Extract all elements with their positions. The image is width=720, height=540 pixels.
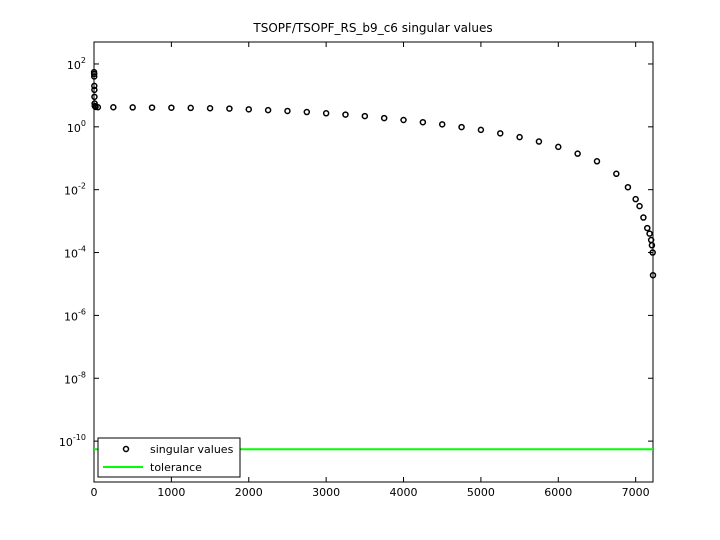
y-tick-label: 100: [67, 119, 86, 135]
data-point: [91, 100, 98, 107]
x-tick-label: 1000: [157, 486, 185, 499]
y-tick-label: 10-8: [64, 370, 86, 386]
data-point: [632, 195, 639, 203]
x-tick-label: 7000: [622, 486, 650, 499]
x-tick-label: 0: [91, 486, 98, 499]
y-tick-label: 102: [67, 56, 86, 72]
data-point: [90, 73, 98, 80]
x-tick-label: 4000: [390, 486, 418, 499]
data-point: [110, 103, 117, 111]
plot-area: [93, 41, 654, 483]
data-point: [477, 126, 485, 134]
data-point: [206, 104, 214, 112]
data-point: [649, 249, 656, 256]
legend-marker: [122, 445, 130, 453]
data-point: [91, 82, 98, 90]
x-tick-label: 2000: [235, 486, 263, 499]
x-tick-label: 6000: [544, 486, 572, 499]
data-point: [361, 112, 369, 120]
y-tick-label: 10-4: [64, 245, 86, 261]
data-point: [646, 230, 653, 237]
data-point: [91, 93, 98, 101]
legend-label: tolerance: [150, 461, 202, 474]
chart-title: TSOPF/TSOPF_RS_b9_c6 singular values: [252, 21, 492, 35]
data-point: [516, 133, 523, 141]
data-point: [574, 150, 581, 157]
data-point: [458, 123, 465, 131]
data-point: [303, 108, 311, 116]
y-tick-label: 10-10: [59, 433, 86, 449]
data-point: [640, 214, 647, 221]
data-point: [636, 202, 643, 210]
data-point: [94, 103, 102, 111]
data-point: [226, 105, 233, 112]
data-point: [342, 111, 349, 118]
data-point: [497, 130, 504, 137]
data-point: [129, 104, 136, 111]
data-point: [90, 70, 98, 78]
legend-box: [97, 437, 241, 478]
x-tick-label: 5000: [467, 486, 495, 499]
data-point: [624, 183, 632, 191]
y-tick-label: 10-2: [64, 182, 86, 198]
data-point: [613, 170, 620, 178]
data-point: [91, 86, 98, 94]
data-point: [535, 138, 543, 145]
x-tick-label: 3000: [312, 486, 340, 499]
data-point: [648, 242, 656, 249]
data-point: [380, 114, 388, 122]
y-tick-label: 10-6: [64, 307, 86, 323]
data-point: [644, 224, 651, 232]
data-point: [148, 104, 156, 111]
legend-label: singular values: [150, 443, 234, 456]
data-point: [400, 116, 407, 124]
data-point: [264, 106, 272, 114]
data-point: [419, 118, 427, 126]
data-point: [245, 106, 253, 113]
data-point: [649, 271, 657, 279]
data-point: [187, 104, 194, 112]
data-point: [555, 143, 562, 151]
data-point: [438, 121, 446, 128]
data-point: [168, 104, 175, 111]
data-point: [322, 110, 330, 117]
data-point: [593, 158, 601, 165]
data-point: [284, 107, 291, 115]
